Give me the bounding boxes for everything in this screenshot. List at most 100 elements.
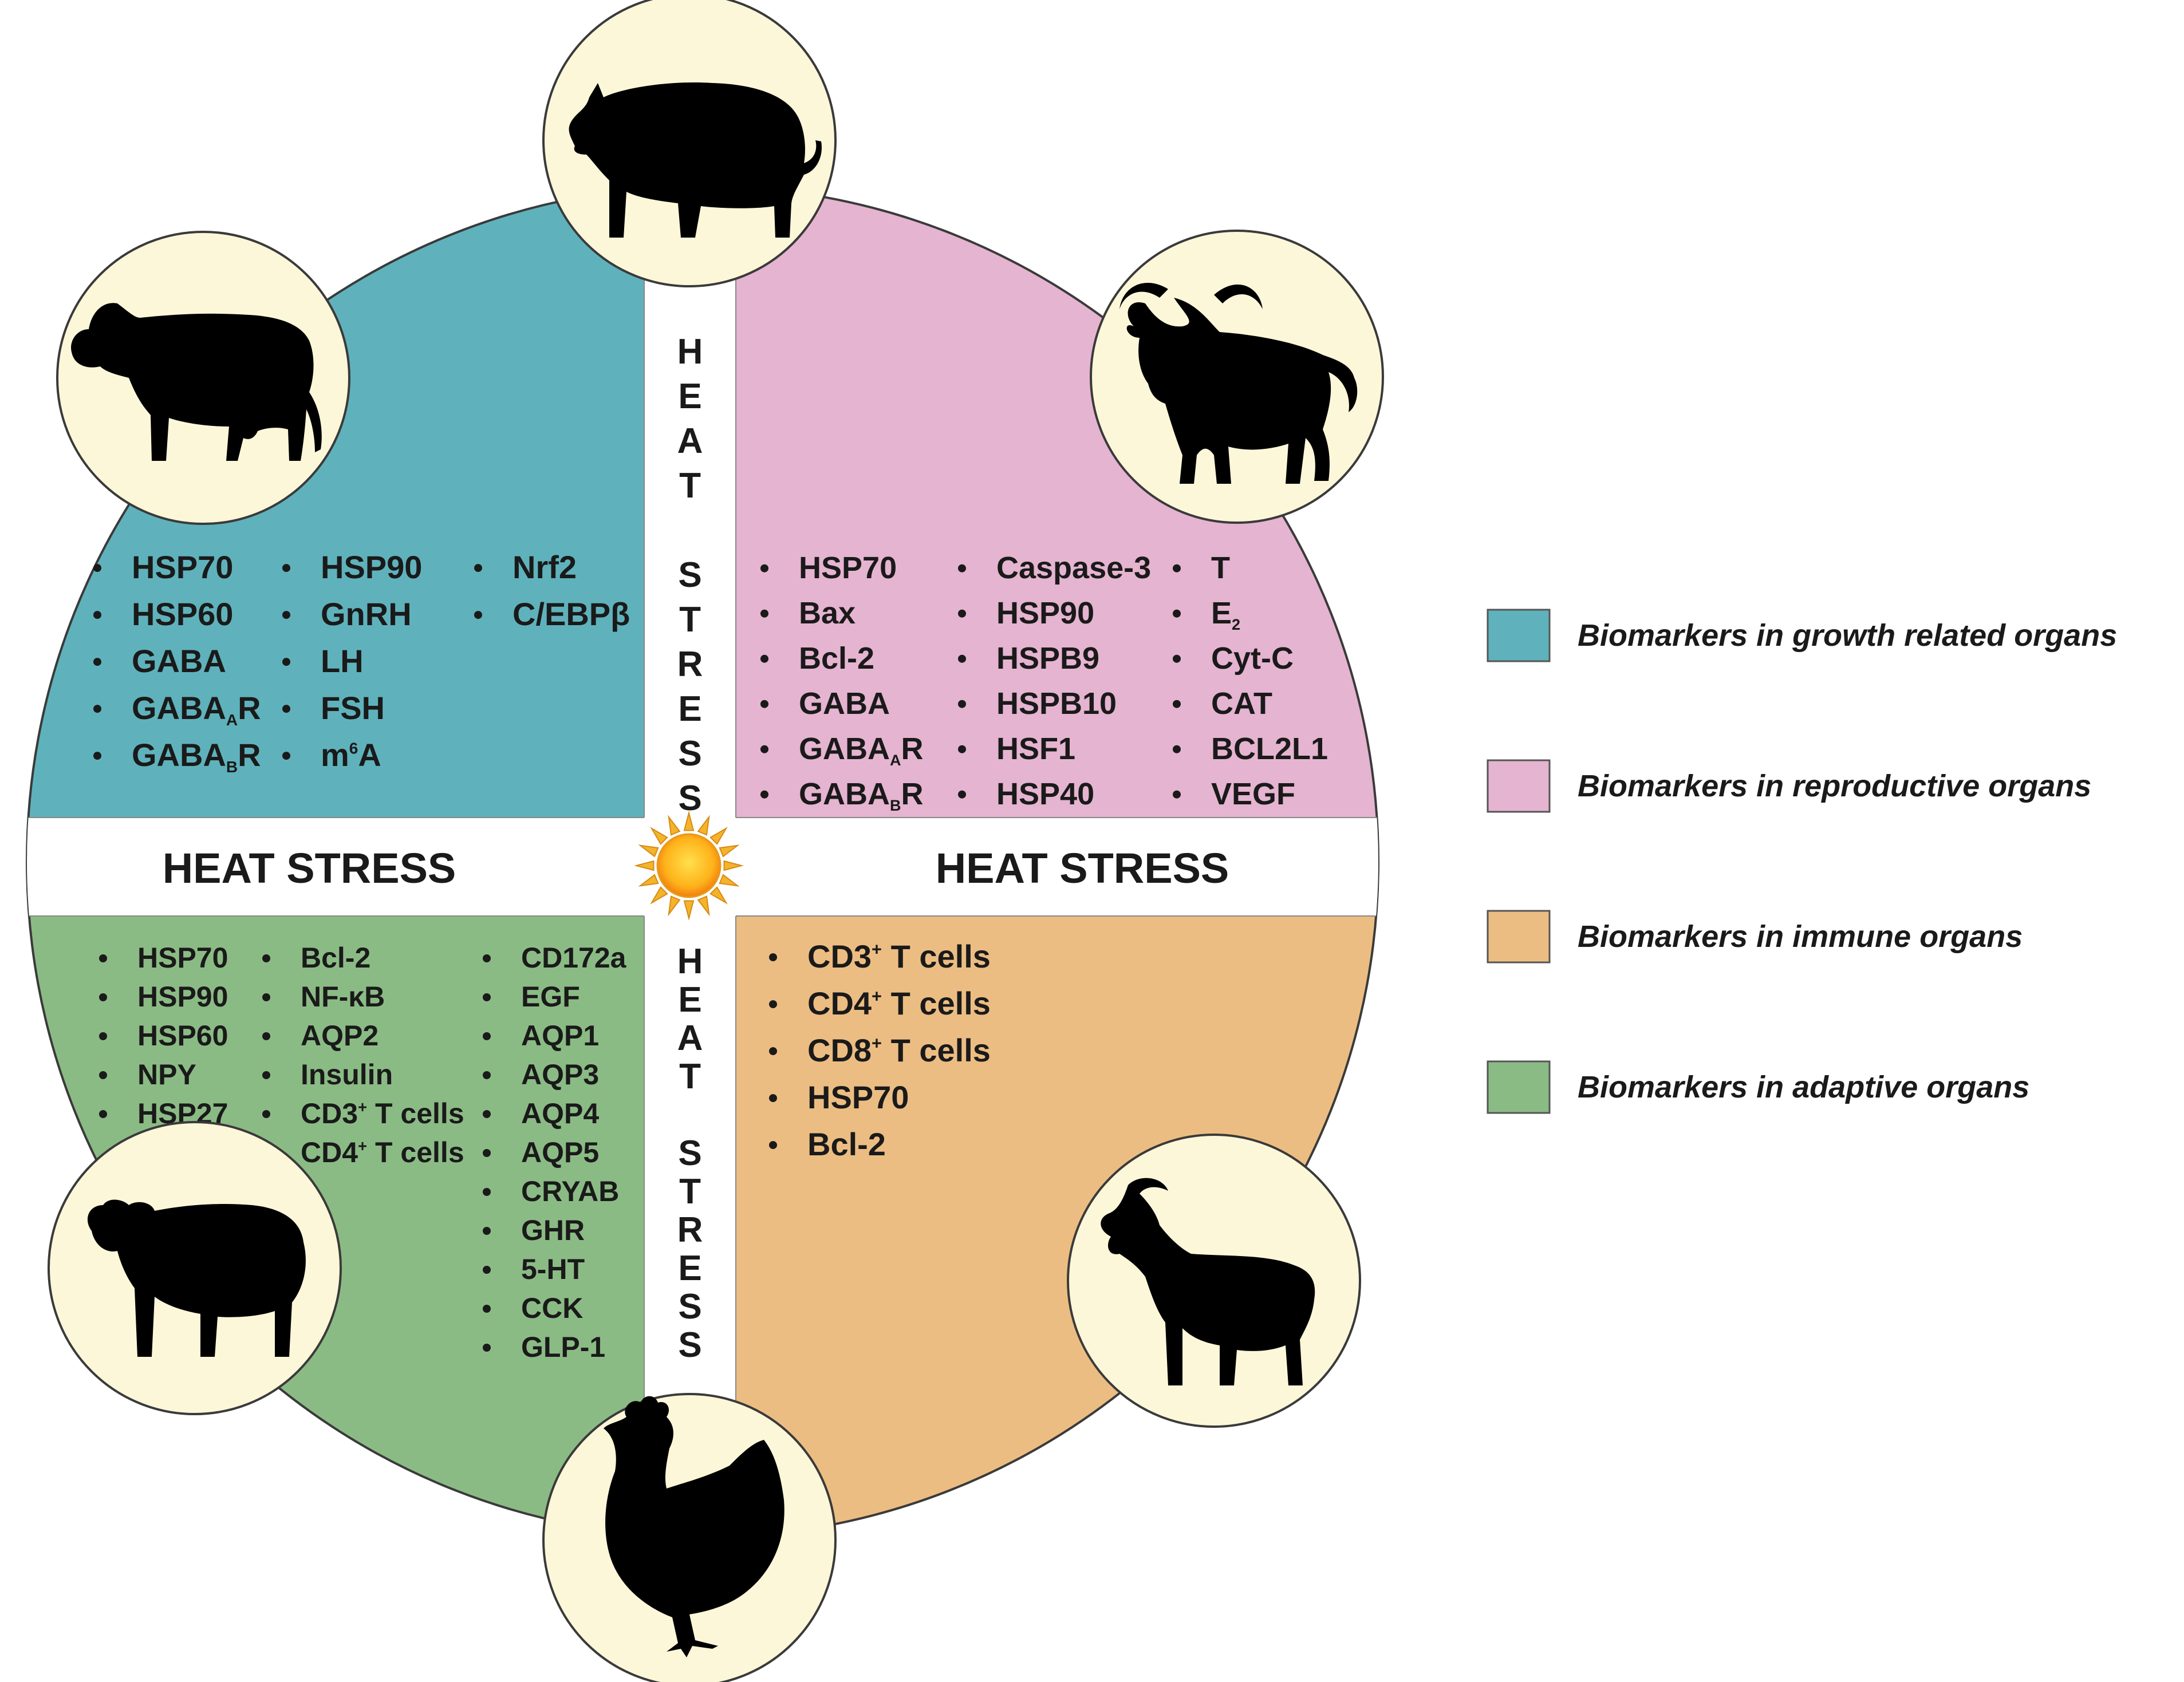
biomarker-item: NF-κB (301, 981, 385, 1013)
biomarker-item: GABAAR (799, 732, 924, 769)
vertical-letter: R (677, 1210, 703, 1250)
biomarker-item: VEGF (1211, 777, 1295, 811)
animal-pig (542, 0, 837, 287)
vertical-letter: A (677, 1018, 703, 1058)
biomarker-item: AQP1 (521, 1020, 599, 1052)
biomarker-item: Insulin (301, 1059, 393, 1091)
list-bullet (958, 700, 966, 708)
biomarker-item: GABABR (799, 777, 924, 814)
sun-ray (668, 895, 681, 917)
animal-sheep (48, 1121, 342, 1415)
list-bullet (282, 705, 290, 713)
biomarker-item: Bcl-2 (301, 942, 370, 974)
biomarker-item: HSP90 (321, 549, 422, 585)
legend-label-growth: Biomarkers in growth related organs (1578, 618, 2117, 653)
sun-ray (723, 860, 744, 871)
biomarker-item: GABABR (132, 737, 261, 776)
list-bullet (760, 609, 768, 618)
vertical-letter: H (677, 942, 703, 981)
biomarker-item: 5-HT (521, 1253, 585, 1285)
biomarker-item: EGF (521, 981, 580, 1013)
biomarker-item: Caspase-3 (996, 551, 1151, 585)
list-bullet (760, 790, 768, 799)
chicken-icon (604, 1396, 784, 1657)
vertical-letter: T (679, 466, 701, 506)
legend-label-adaptive: Biomarkers in adaptive organs (1578, 1070, 2029, 1104)
heat-stress-label-left: HEAT STRESS (163, 844, 456, 892)
biomarker-item: AQP2 (301, 1020, 379, 1052)
sheep-icon (87, 1199, 306, 1357)
biomarker-item: E2 (1211, 596, 1240, 633)
list-bullet (483, 1227, 491, 1235)
biomarker-item: GABA (132, 643, 226, 679)
biomarker-item: AQP5 (521, 1136, 599, 1168)
sun-ray (650, 827, 668, 845)
list-bullet (769, 1094, 777, 1103)
biomarker-item: NPY (137, 1059, 196, 1091)
biomarker-item: Nrf2 (513, 549, 577, 585)
biomarker-item: AQP3 (521, 1059, 599, 1091)
biomarker-item: CRYAB (521, 1175, 619, 1207)
biomarker-item: HSPB9 (996, 641, 1099, 676)
pig-icon (569, 82, 822, 238)
biomarker-item: m6A (321, 737, 381, 773)
list-bullet (958, 790, 966, 799)
vertical-letter: S (678, 779, 701, 818)
sun-ray (719, 844, 740, 858)
biomarker-item: CD3+ T cells (301, 1097, 464, 1130)
biomarker-item: BCL2L1 (1211, 732, 1328, 766)
list-bullet (483, 1110, 491, 1118)
list-bullet (760, 700, 768, 708)
biomarker-item: LH (321, 643, 364, 679)
list-bullet (760, 654, 768, 663)
list-bullet (282, 564, 290, 572)
list-bullet (99, 1110, 107, 1118)
list-bullet (262, 1071, 270, 1079)
biomarker-item: HSP70 (799, 551, 897, 585)
biomarker-item: GABAAR (132, 690, 261, 729)
buffalo-icon (1119, 282, 1358, 484)
vertical-letter: S (678, 1325, 701, 1365)
list-bullet (483, 993, 491, 1001)
biomarker-item: Bcl-2 (799, 641, 874, 676)
biomarker-item: T (1211, 551, 1230, 585)
biomarker-item: GLP-1 (521, 1331, 605, 1363)
list-bullet (474, 611, 482, 619)
biomarker-item: Bax (799, 596, 856, 630)
vertical-letter: E (678, 1249, 701, 1288)
list-bullet (99, 954, 107, 962)
list-bullet (282, 611, 290, 619)
biomarker-item: HSP40 (996, 777, 1094, 811)
list-bullet (483, 954, 491, 962)
list-bullet (483, 1188, 491, 1196)
biomarker-item: CD172a (521, 942, 627, 974)
list-bullet (1173, 654, 1181, 663)
list-bullet (99, 1071, 107, 1079)
sun-ray (683, 811, 695, 831)
biomarker-item: HSP70 (807, 1079, 909, 1115)
sun-ray (668, 815, 681, 836)
list-bullet (769, 1047, 777, 1056)
biomarker-item: CD3+ T cells (807, 938, 991, 974)
biomarker-item: CD4+ T cells (807, 985, 991, 1021)
biomarker-item: Bcl-2 (807, 1126, 886, 1162)
sun-ray (638, 874, 659, 887)
list-bullet (262, 1110, 270, 1118)
list-bullet (1173, 609, 1181, 618)
biomarker-item: GHR (521, 1214, 585, 1246)
biomarker-item: GnRH (321, 596, 412, 632)
vertical-letter: E (678, 689, 701, 729)
sun-ray (697, 815, 710, 836)
biomarker-item: CD4+ T cells (301, 1136, 464, 1168)
biomarker-item: HSP90 (996, 596, 1094, 630)
biomarker-item: C/EBPβ (513, 596, 630, 632)
list-bullet (474, 564, 482, 572)
sun-ray (697, 895, 710, 917)
vertical-letter: T (679, 1172, 701, 1211)
list-bullet (483, 1149, 491, 1157)
list-bullet (483, 1305, 491, 1313)
vertical-letter: R (677, 645, 703, 684)
vertical-letter: S (678, 555, 701, 595)
